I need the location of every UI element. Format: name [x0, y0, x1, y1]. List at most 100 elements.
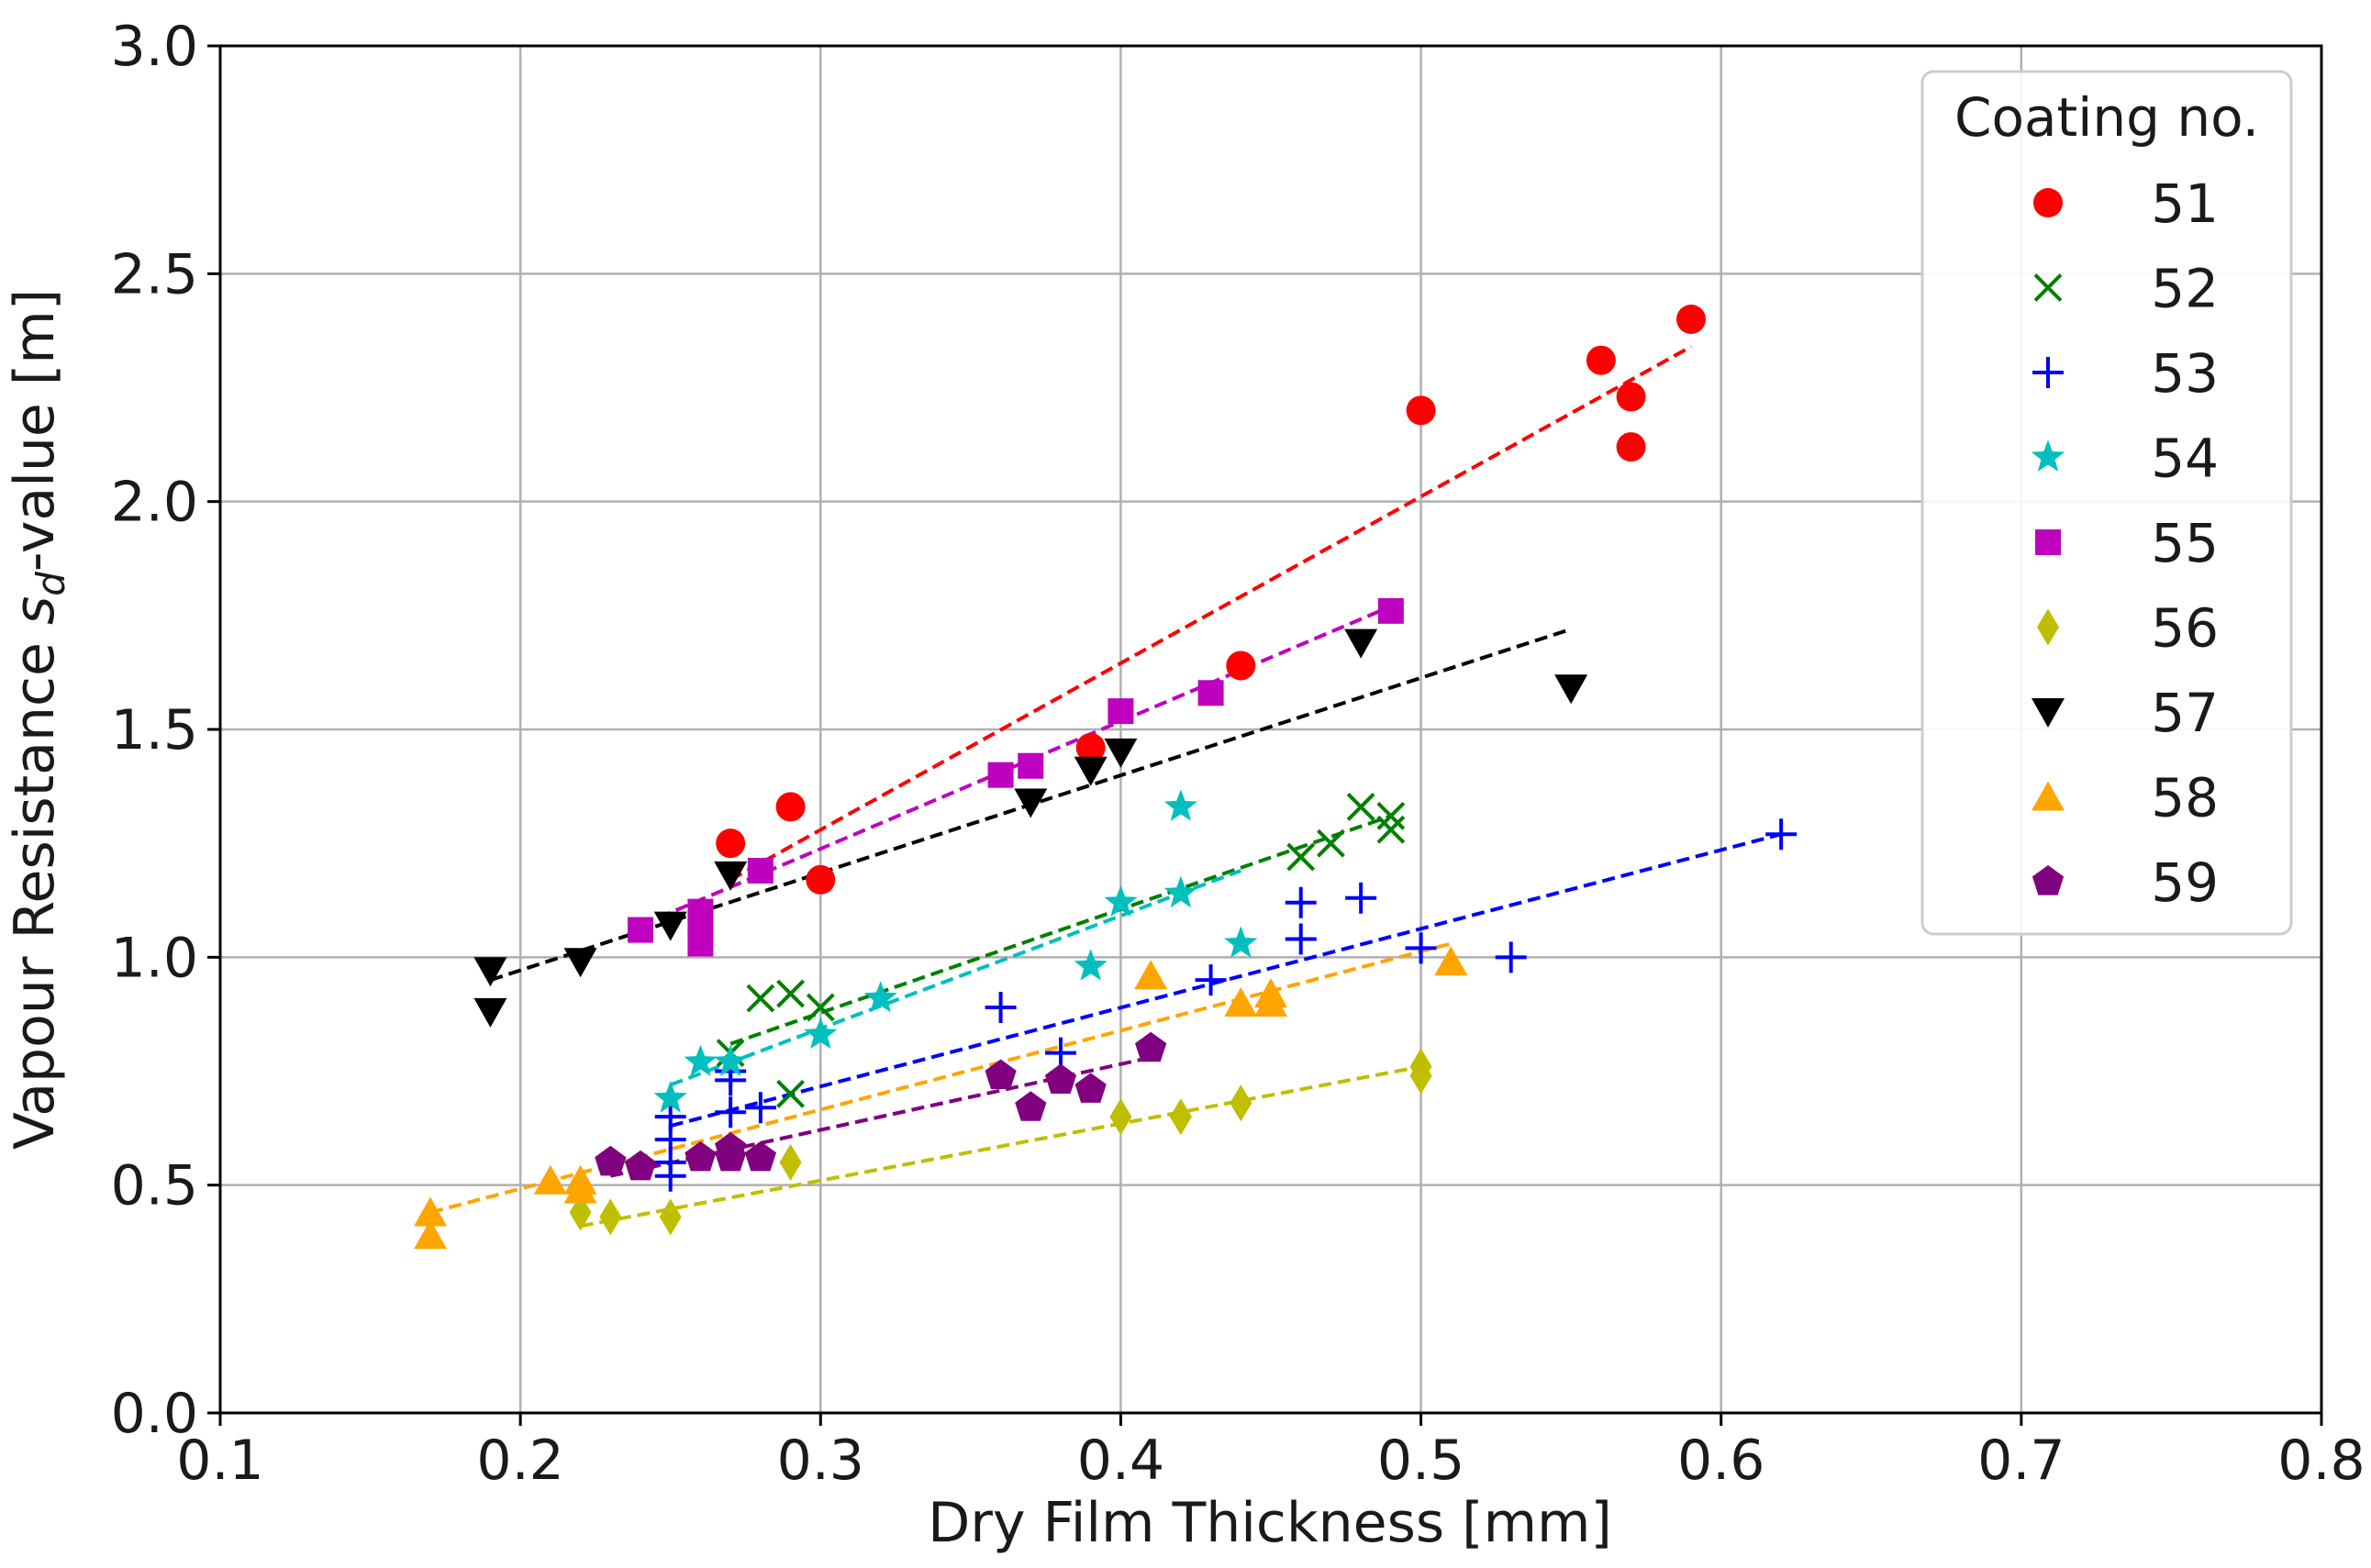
- trend-line-59: [609, 1055, 1152, 1178]
- series-53: [654, 818, 1798, 1192]
- data-point-56: [599, 1198, 622, 1236]
- data-point-54: [1163, 875, 1197, 908]
- y-tick-label: 3.0: [111, 15, 198, 79]
- data-point-58: [414, 1196, 447, 1227]
- data-point-53: [1345, 882, 1377, 914]
- legend-title: Coating no.: [1954, 86, 2259, 149]
- data-point-53: [985, 991, 1017, 1023]
- data-point-58: [1134, 960, 1168, 990]
- data-point-55: [1108, 698, 1134, 725]
- data-point-57: [473, 997, 507, 1028]
- data-point-57: [1074, 756, 1108, 786]
- data-point-56: [1169, 1098, 1192, 1136]
- legend-label-57: 57: [2151, 682, 2219, 744]
- y-tick-label: 1.5: [111, 698, 198, 762]
- trend-line-56: [580, 1064, 1421, 1229]
- trend-line-51: [729, 345, 1692, 882]
- y-axis-label-subscript: d: [28, 572, 73, 596]
- data-point-54: [1074, 949, 1108, 981]
- data-point-51: [1586, 345, 1616, 375]
- legend-label-56: 56: [2151, 597, 2219, 660]
- series-54: [653, 789, 1258, 1113]
- data-point-57: [1554, 674, 1588, 705]
- x-axis-label: Dry Film Thickness [mm]: [928, 1491, 1612, 1555]
- data-point-51: [1616, 382, 1646, 412]
- data-point-58: [1224, 987, 1258, 1017]
- data-point-57: [1344, 628, 1378, 659]
- x-tick-label: 0.6: [1677, 1429, 1764, 1493]
- y-axis-label-prefix: Vapour Resistance: [3, 625, 67, 1150]
- data-point-59: [744, 1140, 776, 1172]
- x-tick-label: 0.3: [777, 1429, 864, 1493]
- x-tick-label: 0.5: [1377, 1429, 1464, 1493]
- data-point-59: [1015, 1091, 1047, 1121]
- legend-label-55: 55: [2151, 512, 2219, 574]
- data-point-54: [684, 1044, 718, 1076]
- data-point-53: [1285, 886, 1317, 918]
- series-58: [414, 946, 1468, 1250]
- legend-label-59: 59: [2151, 851, 2219, 914]
- data-point-53: [1045, 1037, 1076, 1069]
- data-point-52: [1376, 815, 1406, 844]
- data-point-52: [1346, 793, 1375, 821]
- data-point-57: [1014, 788, 1048, 818]
- trend-line-52: [729, 814, 1392, 1046]
- trend-line-54: [670, 869, 1241, 1087]
- data-point-51: [1616, 432, 1646, 462]
- legend-marker-58: [2031, 781, 2065, 811]
- axis-ticks: 0.1 0.2 0.3 0.4 0.5 0.6 0.7 0.8 0.0 0.5 1.0 1.5 2.0 2…: [111, 15, 2365, 1493]
- data-point-58: [414, 1219, 447, 1250]
- data-point-52: [776, 979, 805, 1008]
- legend-marker-51: [2033, 188, 2063, 217]
- data-point-53: [744, 1092, 776, 1124]
- legend-marker-54: [2031, 439, 2065, 472]
- data-point-57: [1104, 738, 1138, 768]
- data-point-53: [1405, 932, 1437, 964]
- data-point-55: [747, 857, 774, 884]
- data-point-57: [714, 861, 748, 891]
- data-point-54: [653, 1081, 687, 1113]
- legend-label-52: 52: [2151, 258, 2219, 320]
- x-tick-label: 0.8: [2277, 1429, 2365, 1493]
- data-point-51: [1226, 651, 1256, 681]
- data-point-55: [1197, 680, 1224, 706]
- data-point-59: [1044, 1063, 1077, 1094]
- data-point-55: [628, 917, 653, 943]
- legend-marker-52: [2033, 273, 2063, 302]
- data-point-53: [715, 1096, 747, 1129]
- y-tick-label: 0.0: [111, 1382, 198, 1446]
- data-point-59: [624, 1150, 657, 1181]
- data-point-53: [1495, 941, 1527, 973]
- y-axis-label-symbol: s: [3, 596, 67, 625]
- legend-label-53: 53: [2151, 342, 2219, 405]
- data-point-59: [985, 1059, 1017, 1089]
- legend-marker-57: [2031, 698, 2065, 728]
- data-point-59: [1135, 1031, 1167, 1062]
- data-point-54: [804, 1017, 838, 1050]
- y-tick-label: 2.5: [111, 242, 198, 306]
- data-point-54: [863, 981, 897, 1013]
- data-point-56: [1409, 1048, 1432, 1085]
- series-55: [628, 597, 1404, 957]
- data-point-56: [1109, 1098, 1132, 1136]
- series-57: [473, 628, 1588, 1028]
- data-point-54: [1163, 789, 1197, 821]
- data-point-54: [1104, 884, 1138, 917]
- legend-label-58: 58: [2151, 767, 2219, 829]
- legend-marker-53: [2032, 357, 2064, 388]
- data-point-59: [595, 1145, 627, 1176]
- legend-marker-59: [2031, 865, 2065, 895]
- data-point-53: [715, 1064, 747, 1096]
- series-52: [716, 793, 1406, 1108]
- x-tick-label: 0.7: [1977, 1429, 2065, 1493]
- data-point-55: [1377, 597, 1404, 624]
- trend-line-53: [670, 832, 1782, 1129]
- data-point-57: [653, 911, 687, 941]
- y-axis-label: Vapour Resistance sd-value [m]: [3, 289, 73, 1150]
- series-51: [716, 305, 1706, 895]
- data-point-58: [1434, 946, 1468, 976]
- data-point-59: [715, 1140, 747, 1172]
- data-point-53: [1765, 818, 1798, 851]
- y-tick-label: 0.5: [111, 1154, 198, 1218]
